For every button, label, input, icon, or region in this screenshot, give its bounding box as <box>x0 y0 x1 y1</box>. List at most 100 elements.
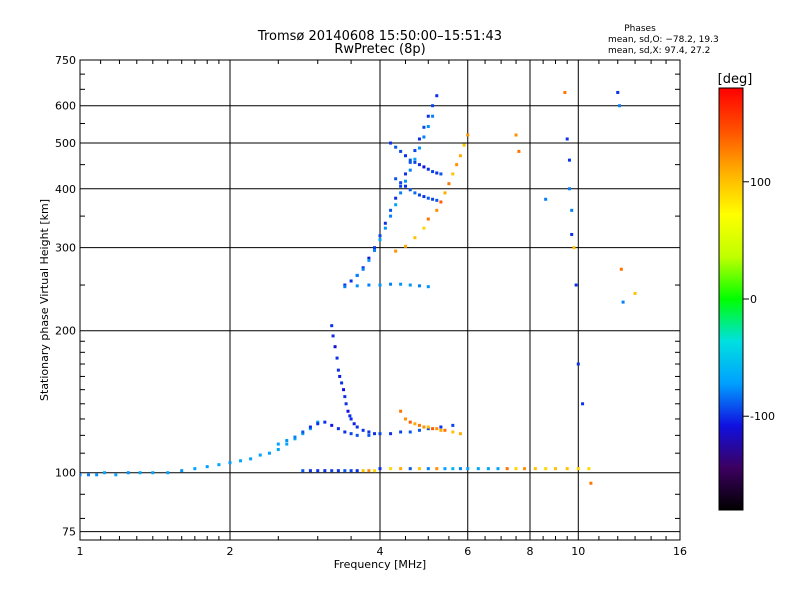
data-point <box>355 433 359 437</box>
data-point <box>514 467 518 471</box>
data-point <box>349 279 353 283</box>
x-tick-label: 16 <box>673 545 687 558</box>
data-point <box>389 141 393 145</box>
data-point <box>455 163 459 167</box>
data-point <box>361 266 365 270</box>
data-point <box>330 469 334 473</box>
data-point <box>348 414 352 418</box>
data-point <box>544 197 548 201</box>
data-point <box>217 463 221 467</box>
data-point <box>367 283 371 287</box>
colorbar-label: [deg] <box>718 72 753 87</box>
data-point <box>553 467 557 471</box>
y-tick-label: 300 <box>55 242 76 255</box>
data-point <box>80 473 82 477</box>
data-point <box>378 432 382 436</box>
data-point <box>323 469 327 473</box>
data-point <box>373 246 377 250</box>
data-point <box>576 467 580 471</box>
data-point <box>389 214 393 218</box>
data-point <box>462 143 466 147</box>
data-point <box>567 187 571 191</box>
data-point <box>413 236 417 240</box>
data-point <box>565 467 569 471</box>
data-point <box>367 469 371 473</box>
data-point <box>301 430 305 434</box>
data-point <box>435 427 439 431</box>
data-point <box>451 467 455 471</box>
data-point <box>330 324 334 328</box>
data-point <box>361 469 365 473</box>
data-point <box>308 427 312 431</box>
data-point <box>403 172 407 176</box>
data-point <box>399 184 403 188</box>
x-axis-label: Frequency [MHz] <box>334 558 426 571</box>
data-point <box>505 467 509 471</box>
chart-title: Tromsø 20140608 15:50:00–15:51:43 <box>257 29 502 44</box>
y-tick-label: 500 <box>55 137 76 150</box>
data-point <box>373 248 377 252</box>
data-point <box>361 428 365 432</box>
data-point <box>403 184 407 188</box>
data-point <box>417 423 421 427</box>
x-tick-label: 8 <box>527 545 534 558</box>
data-point <box>408 160 412 164</box>
data-point <box>422 165 426 169</box>
colorbar-ticks: 100 0 -100 <box>743 176 775 423</box>
data-point <box>267 451 271 455</box>
data-point <box>466 467 470 471</box>
data-point <box>417 284 421 288</box>
data-point <box>205 465 209 469</box>
data-point <box>466 133 470 137</box>
data-point <box>619 267 623 271</box>
data-point <box>426 167 430 171</box>
data-point <box>417 428 421 432</box>
data-point <box>389 467 393 471</box>
data-point <box>316 469 320 473</box>
data-point <box>343 285 347 289</box>
data-point <box>180 469 184 473</box>
data-point <box>422 195 426 199</box>
data-point <box>616 90 620 94</box>
data-point <box>587 467 591 471</box>
x-tick-label: 1 <box>77 545 84 558</box>
x-tick-label: 6 <box>464 545 471 558</box>
data-point <box>435 208 439 212</box>
data-point <box>330 423 334 427</box>
data-point <box>443 191 447 195</box>
data-point <box>95 473 99 477</box>
data-point <box>394 177 398 181</box>
data-point <box>486 467 490 471</box>
data-point <box>343 469 347 473</box>
data-point <box>338 374 342 378</box>
axis-ticks: 1 2 4 6 8 10 16 75 100 200 300 400 500 600 750 <box>55 54 687 558</box>
data-point <box>138 471 142 475</box>
data-point <box>378 238 382 242</box>
data-point <box>426 467 430 471</box>
data-point <box>417 146 421 150</box>
colorbar: [deg] 100 0 -100 <box>718 72 775 511</box>
data-point <box>151 471 155 475</box>
data-point <box>523 467 527 471</box>
data-point <box>581 402 585 406</box>
data-point <box>439 425 443 429</box>
data-point <box>621 300 625 304</box>
data-point <box>308 425 312 429</box>
data-point <box>343 430 347 434</box>
data-point <box>349 417 353 421</box>
data-point <box>399 282 403 286</box>
data-point <box>86 473 90 477</box>
data-point <box>413 157 417 161</box>
data-point <box>346 409 350 413</box>
data-point <box>316 420 320 424</box>
data-point <box>367 256 371 260</box>
data-point <box>633 291 637 295</box>
data-point <box>447 182 451 186</box>
data-point <box>574 283 578 287</box>
data-point <box>618 104 622 108</box>
y-tick-label: 400 <box>55 183 76 196</box>
data-point <box>126 471 130 475</box>
phase-stats: Phases mean, sd,O: −78.2, 19.3 mean, sd,… <box>608 24 719 56</box>
colorbar-tick-label: -100 <box>750 410 775 423</box>
